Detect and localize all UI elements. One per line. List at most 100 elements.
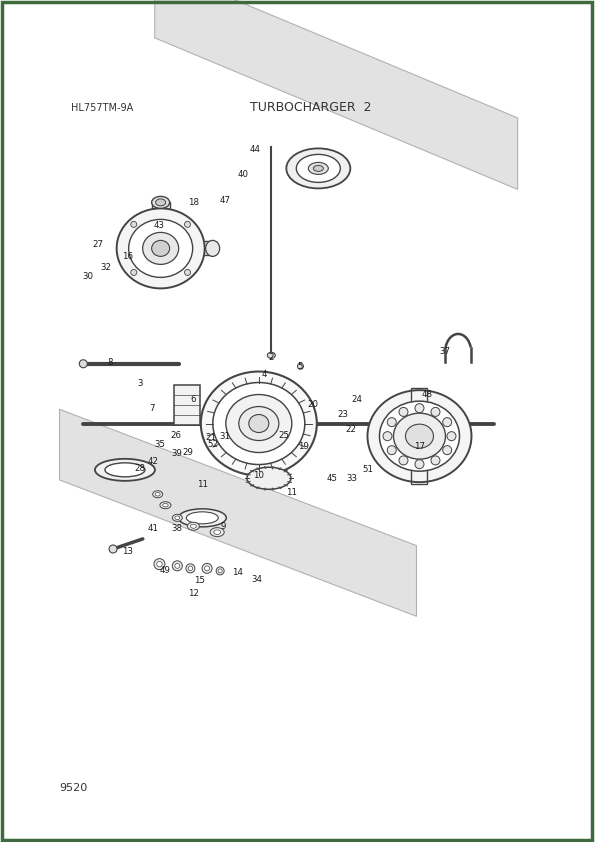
Text: 16: 16: [123, 253, 133, 261]
Text: 30: 30: [83, 272, 93, 280]
Text: 42: 42: [148, 457, 159, 466]
Ellipse shape: [186, 512, 218, 524]
Text: 15: 15: [194, 577, 205, 585]
Ellipse shape: [173, 514, 182, 521]
Text: 11: 11: [286, 488, 297, 497]
Circle shape: [175, 563, 180, 568]
Text: 45: 45: [327, 474, 337, 482]
Circle shape: [415, 460, 424, 469]
Text: 37: 37: [440, 348, 450, 356]
Ellipse shape: [286, 148, 350, 189]
Text: 48: 48: [422, 390, 433, 398]
Circle shape: [431, 408, 440, 417]
Text: 49: 49: [160, 567, 171, 575]
Ellipse shape: [155, 493, 160, 496]
Text: 35: 35: [154, 440, 165, 449]
Text: 10: 10: [253, 472, 264, 480]
Polygon shape: [155, 0, 518, 189]
Ellipse shape: [393, 413, 446, 459]
Text: TURBOCHARGER  2: TURBOCHARGER 2: [250, 101, 371, 115]
Text: 6: 6: [190, 396, 196, 404]
Ellipse shape: [226, 395, 292, 452]
Text: 14: 14: [233, 568, 243, 577]
Text: 21: 21: [206, 434, 217, 442]
Text: 9: 9: [220, 522, 226, 530]
Text: 23: 23: [338, 410, 349, 418]
Circle shape: [184, 269, 190, 275]
Ellipse shape: [156, 199, 165, 206]
Ellipse shape: [105, 463, 145, 477]
Ellipse shape: [143, 232, 178, 264]
Ellipse shape: [187, 522, 199, 530]
Circle shape: [154, 558, 165, 570]
Circle shape: [443, 418, 452, 427]
Ellipse shape: [153, 491, 162, 498]
Ellipse shape: [247, 467, 291, 489]
Circle shape: [431, 456, 440, 465]
Circle shape: [202, 563, 212, 573]
Circle shape: [184, 221, 190, 227]
Text: 51: 51: [362, 466, 373, 474]
Circle shape: [216, 567, 224, 575]
Ellipse shape: [213, 382, 305, 465]
Ellipse shape: [152, 240, 170, 257]
Text: 11: 11: [197, 480, 208, 488]
Circle shape: [387, 418, 396, 427]
Bar: [193, 242, 212, 255]
Text: 25: 25: [278, 431, 289, 440]
Ellipse shape: [210, 528, 224, 536]
Text: 44: 44: [249, 146, 260, 154]
Circle shape: [399, 456, 408, 465]
Ellipse shape: [380, 401, 459, 472]
Text: 41: 41: [148, 525, 159, 533]
Ellipse shape: [117, 208, 205, 289]
Ellipse shape: [239, 407, 279, 440]
Ellipse shape: [175, 516, 180, 520]
Ellipse shape: [405, 424, 434, 448]
Ellipse shape: [249, 414, 269, 433]
Circle shape: [443, 445, 452, 455]
Text: 24: 24: [352, 396, 362, 404]
Polygon shape: [60, 409, 416, 616]
Text: 20: 20: [307, 400, 318, 408]
Circle shape: [383, 432, 392, 440]
Ellipse shape: [314, 165, 323, 172]
Text: 19: 19: [298, 442, 309, 450]
Circle shape: [447, 432, 456, 440]
Circle shape: [131, 269, 137, 275]
Circle shape: [298, 363, 303, 370]
Text: 22: 22: [346, 425, 356, 434]
Ellipse shape: [201, 371, 317, 476]
Text: 12: 12: [188, 589, 199, 598]
Circle shape: [218, 569, 222, 573]
Circle shape: [188, 566, 193, 571]
Circle shape: [205, 566, 209, 571]
Text: 33: 33: [347, 474, 358, 482]
Text: 29: 29: [182, 449, 193, 457]
Ellipse shape: [160, 502, 171, 509]
Text: 26: 26: [170, 431, 181, 440]
Ellipse shape: [214, 530, 221, 535]
Ellipse shape: [308, 163, 328, 174]
Text: 43: 43: [154, 221, 165, 230]
Text: 39: 39: [172, 450, 183, 458]
Text: 2: 2: [268, 354, 274, 362]
Circle shape: [186, 564, 195, 573]
Text: 7: 7: [149, 404, 155, 413]
Circle shape: [399, 408, 408, 417]
Text: HL757TM-9A: HL757TM-9A: [71, 103, 134, 113]
Text: 5: 5: [298, 362, 303, 370]
Ellipse shape: [129, 220, 193, 277]
Ellipse shape: [296, 154, 340, 183]
Text: 32: 32: [101, 264, 111, 272]
Circle shape: [156, 562, 162, 567]
Text: 31: 31: [220, 433, 230, 441]
Ellipse shape: [152, 196, 170, 208]
Text: 13: 13: [123, 547, 133, 556]
Ellipse shape: [206, 240, 220, 257]
Circle shape: [387, 445, 396, 455]
Bar: [174, 385, 201, 425]
Circle shape: [131, 221, 137, 227]
Text: 28: 28: [134, 465, 145, 473]
Ellipse shape: [190, 525, 196, 528]
